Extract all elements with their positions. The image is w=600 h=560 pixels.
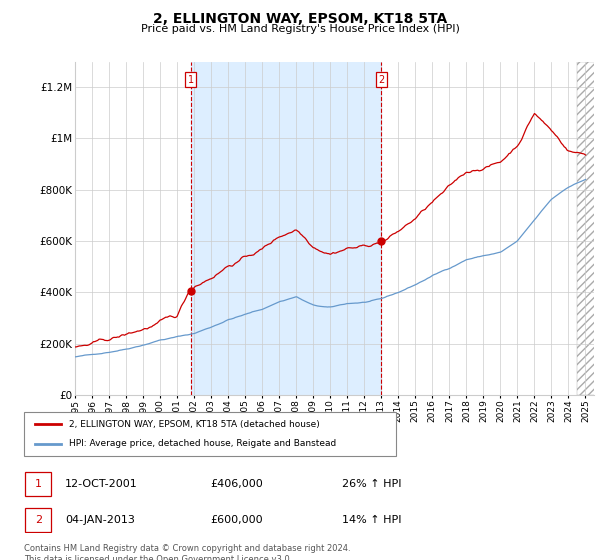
Text: £406,000: £406,000 [210,479,263,489]
Text: 2: 2 [379,74,385,85]
Bar [191,62,382,395]
Bar [577,62,600,395]
Text: 2, ELLINGTON WAY, EPSOM, KT18 5TA: 2, ELLINGTON WAY, EPSOM, KT18 5TA [153,12,447,26]
Text: 14% ↑ HPI: 14% ↑ HPI [342,515,401,525]
FancyBboxPatch shape [25,472,52,497]
Text: £600,000: £600,000 [210,515,263,525]
Text: Price paid vs. HM Land Registry's House Price Index (HPI): Price paid vs. HM Land Registry's House … [140,24,460,34]
Text: 1: 1 [35,479,42,489]
Text: 12-OCT-2001: 12-OCT-2001 [65,479,137,489]
Text: 2: 2 [35,515,42,525]
Text: Contains HM Land Registry data © Crown copyright and database right 2024.
This d: Contains HM Land Registry data © Crown c… [24,544,350,560]
Text: 2, ELLINGTON WAY, EPSOM, KT18 5TA (detached house): 2, ELLINGTON WAY, EPSOM, KT18 5TA (detac… [68,419,319,428]
Text: 26% ↑ HPI: 26% ↑ HPI [342,479,401,489]
Text: 04-JAN-2013: 04-JAN-2013 [65,515,134,525]
Bar [577,62,600,395]
FancyBboxPatch shape [25,507,52,532]
FancyBboxPatch shape [24,412,396,456]
Text: 1: 1 [187,74,194,85]
Text: HPI: Average price, detached house, Reigate and Banstead: HPI: Average price, detached house, Reig… [68,440,336,449]
